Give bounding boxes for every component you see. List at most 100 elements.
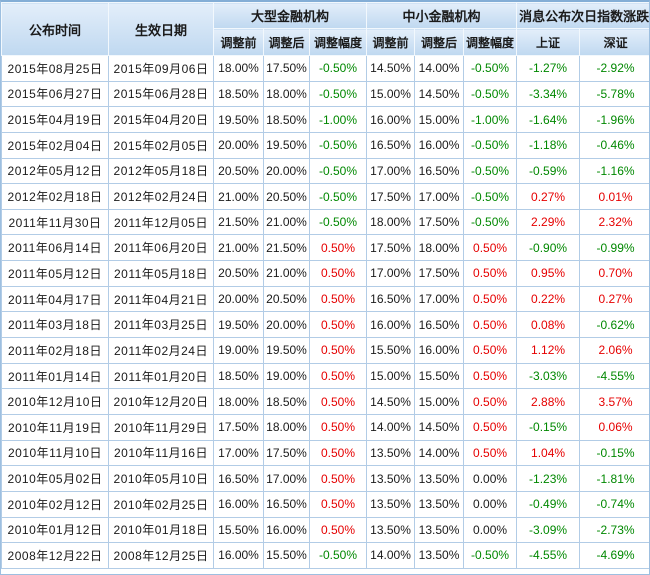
cell-large-after: 20.50% — [263, 285, 310, 313]
cell-large-after: 20.00% — [263, 311, 310, 339]
table-row: 2010年11月19日 2010年11月29日 17.50% 18.00% 0.50% 1… — [1, 413, 649, 441]
cell-small-change: -0.50% — [463, 157, 518, 185]
table-header: 公布时间 生效日期 大型金融机构 中小金融机构 消息公布次日指数涨跌 调整前 调… — [1, 2, 649, 56]
cell-small-before: 14.50% — [366, 55, 416, 82]
cell-large-change: -0.50% — [308, 80, 368, 108]
cell-small-after: 17.00% — [414, 285, 465, 313]
cell-shenzhen-change: 3.57% — [579, 388, 649, 415]
cell-large-change: -0.50% — [308, 183, 368, 210]
cell-shenzhen-change: -0.74% — [579, 490, 649, 518]
cell-shenzhen-change: -5.78% — [579, 80, 649, 108]
cell-large-before: 18.00% — [213, 55, 264, 82]
cell-small-before: 13.50% — [366, 465, 416, 492]
cell-small-after: 13.50% — [414, 490, 465, 518]
cell-small-after: 16.00% — [414, 337, 465, 364]
cell-small-change: 0.50% — [463, 388, 518, 415]
cell-large-before: 17.00% — [213, 439, 264, 467]
cell-small-after: 14.50% — [414, 413, 465, 441]
cell-large-before: 21.50% — [213, 208, 264, 236]
cell-small-change: 0.50% — [463, 234, 518, 262]
col-header-small-before: 调整前 — [366, 28, 416, 56]
cell-small-change: 0.50% — [463, 337, 518, 364]
cell-small-before: 13.50% — [366, 490, 416, 518]
table-row: 2012年05月12日 2012年05月18日 20.50% 20.00% -0.50%… — [1, 157, 649, 185]
table-row: 2010年11月10日 2010年11月16日 17.00% 17.50% 0.50% 1… — [1, 439, 649, 467]
table-row: 2010年01月12日 2010年01月18日 15.50% 16.00% 0.50% 1… — [1, 516, 649, 544]
cell-large-after: 17.50% — [263, 55, 310, 82]
cell-small-after: 17.50% — [414, 260, 465, 287]
cell-small-change: -0.50% — [463, 208, 518, 236]
cell-small-before: 14.00% — [366, 542, 416, 569]
cell-large-before: 15.50% — [213, 516, 264, 544]
cell-large-before: 16.00% — [213, 490, 264, 518]
cell-shenzhen-change: 0.01% — [579, 183, 649, 210]
cell-effective-date: 2010年02月25日 — [108, 490, 214, 518]
cell-publish-time: 2011年02月18日 — [1, 337, 109, 364]
cell-large-change: 0.50% — [308, 311, 368, 339]
cell-large-after: 20.00% — [263, 157, 310, 185]
cell-shenzhen-change: -4.55% — [579, 362, 649, 390]
cell-effective-date: 2011年05月18日 — [108, 260, 214, 287]
cell-publish-time: 2012年02月18日 — [1, 183, 109, 210]
cell-large-after: 16.50% — [263, 490, 310, 518]
cell-large-after: 17.50% — [263, 439, 310, 467]
cell-large-before: 20.50% — [213, 260, 264, 287]
cell-large-change: 0.50% — [308, 388, 368, 415]
col-header-publish-time: 公布时间 — [1, 2, 109, 56]
cell-publish-time: 2010年02月12日 — [1, 490, 109, 518]
cell-small-before: 16.50% — [366, 285, 416, 313]
cell-large-change: -0.50% — [308, 55, 368, 82]
group-header-large-institutions: 大型金融机构 — [212, 2, 368, 29]
cell-publish-time: 2011年01月14日 — [1, 362, 109, 390]
cell-shanghai-change: -1.27% — [516, 55, 581, 82]
cell-small-change: 0.50% — [463, 362, 518, 390]
table-row: 2011年03月18日 2011年03月25日 19.50% 20.00% 0.50% 1… — [1, 311, 649, 339]
cell-large-after: 19.50% — [263, 337, 310, 364]
cell-small-change: 0.50% — [463, 413, 518, 441]
table-row: 2011年06月14日 2011年06月20日 21.00% 21.50% 0.50% 1… — [1, 234, 649, 262]
cell-small-before: 17.00% — [366, 157, 416, 185]
cell-small-change: 0.50% — [463, 285, 518, 313]
group-header-small-institutions: 中小金融机构 — [366, 2, 518, 29]
cell-publish-time: 2010年05月02日 — [1, 465, 109, 492]
table-row: 2011年04月17日 2011年04月21日 20.00% 20.50% 0.50% 1… — [1, 285, 649, 313]
cell-large-before: 19.50% — [213, 106, 264, 133]
table-body: 2015年08月25日 2015年09月06日 18.00% 17.50% -0.50%… — [1, 55, 649, 569]
table-row: 2012年02月18日 2012年02月24日 21.00% 20.50% -0.50%… — [1, 183, 649, 210]
table-row: 2010年02月12日 2010年02月25日 16.00% 16.50% 0.50% 1… — [1, 490, 649, 518]
cell-small-change: 0.00% — [463, 465, 518, 492]
cell-effective-date: 2011年04月21日 — [108, 285, 214, 313]
table-row: 2015年02月04日 2015年02月05日 20.00% 19.50% -0.50%… — [1, 131, 649, 159]
cell-small-before: 16.00% — [366, 106, 416, 133]
cell-large-before: 17.50% — [213, 413, 264, 441]
cell-shanghai-change: 0.27% — [516, 183, 581, 210]
cell-large-before: 18.50% — [213, 80, 264, 108]
cell-small-change: 0.50% — [463, 260, 518, 287]
col-header-small-after: 调整后 — [414, 28, 465, 56]
cell-large-before: 20.50% — [213, 157, 264, 185]
cell-shanghai-change: -0.49% — [516, 490, 581, 518]
cell-large-change: 0.50% — [308, 260, 368, 287]
cell-large-after: 16.00% — [263, 516, 310, 544]
cell-shenzhen-change: 0.06% — [579, 413, 649, 441]
table-row: 2015年04月19日 2015年04月20日 19.50% 18.50% -1.00%… — [1, 106, 649, 133]
cell-effective-date: 2010年11月29日 — [108, 413, 214, 441]
cell-large-after: 18.00% — [263, 413, 310, 441]
cell-large-change: -0.50% — [308, 131, 368, 159]
cell-large-before: 20.00% — [213, 131, 264, 159]
cell-publish-time: 2015年02月04日 — [1, 131, 109, 159]
cell-large-after: 21.00% — [263, 260, 310, 287]
cell-shenzhen-change: -0.46% — [579, 131, 649, 159]
cell-shanghai-change: 0.22% — [516, 285, 581, 313]
table-row: 2010年12月10日 2010年12月20日 18.00% 18.50% 0.50% 1… — [1, 388, 649, 415]
cell-small-before: 17.50% — [366, 183, 416, 210]
cell-shenzhen-change: 2.06% — [579, 337, 649, 364]
cell-effective-date: 2012年02月24日 — [108, 183, 214, 210]
cell-shanghai-change: -1.23% — [516, 465, 581, 492]
cell-shenzhen-change: -2.92% — [579, 55, 649, 82]
cell-large-after: 18.50% — [263, 106, 310, 133]
cell-effective-date: 2015年09月06日 — [108, 55, 214, 82]
col-header-small-change: 调整幅度 — [463, 28, 518, 56]
cell-small-after: 14.50% — [414, 80, 465, 108]
